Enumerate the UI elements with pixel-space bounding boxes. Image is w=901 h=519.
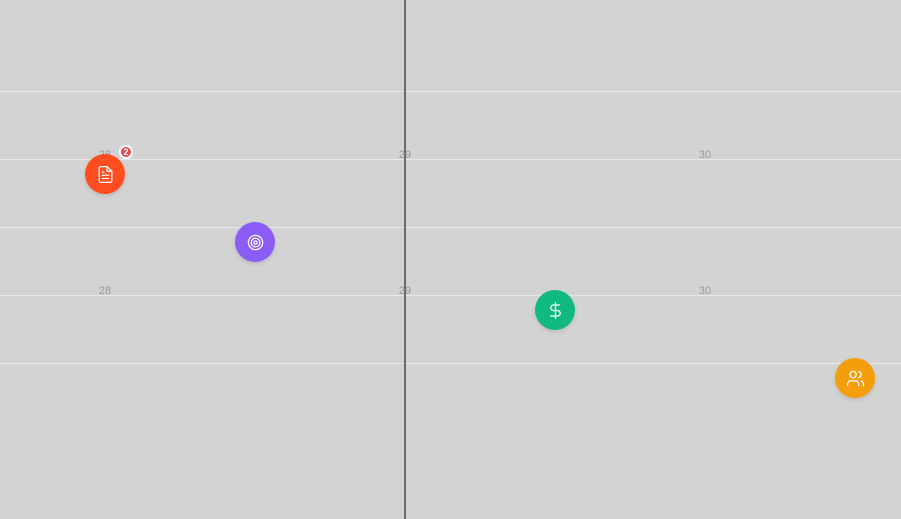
notification-count-badge: 2 bbox=[119, 145, 133, 159]
users-event-marker[interactable] bbox=[835, 358, 875, 398]
day-label-30: 30 bbox=[698, 285, 712, 297]
day-label-29: 29 bbox=[398, 285, 412, 297]
grid-line bbox=[0, 363, 901, 364]
grid-line bbox=[0, 91, 901, 92]
target-event-marker[interactable] bbox=[235, 222, 275, 262]
document-event-marker[interactable]: 2 bbox=[85, 145, 133, 194]
target-icon bbox=[246, 233, 265, 252]
users-icon bbox=[846, 369, 865, 388]
day-label-30: 30 bbox=[698, 149, 712, 161]
current-time-line bbox=[404, 0, 406, 519]
dollar-event-marker[interactable] bbox=[535, 290, 575, 330]
document-icon bbox=[96, 165, 115, 184]
dollar-icon bbox=[546, 301, 565, 320]
grid-line bbox=[0, 295, 901, 296]
day-label-29: 29 bbox=[398, 149, 412, 161]
grid-line bbox=[0, 227, 901, 228]
grid-line bbox=[0, 159, 901, 160]
day-label-28: 28 bbox=[98, 285, 112, 297]
